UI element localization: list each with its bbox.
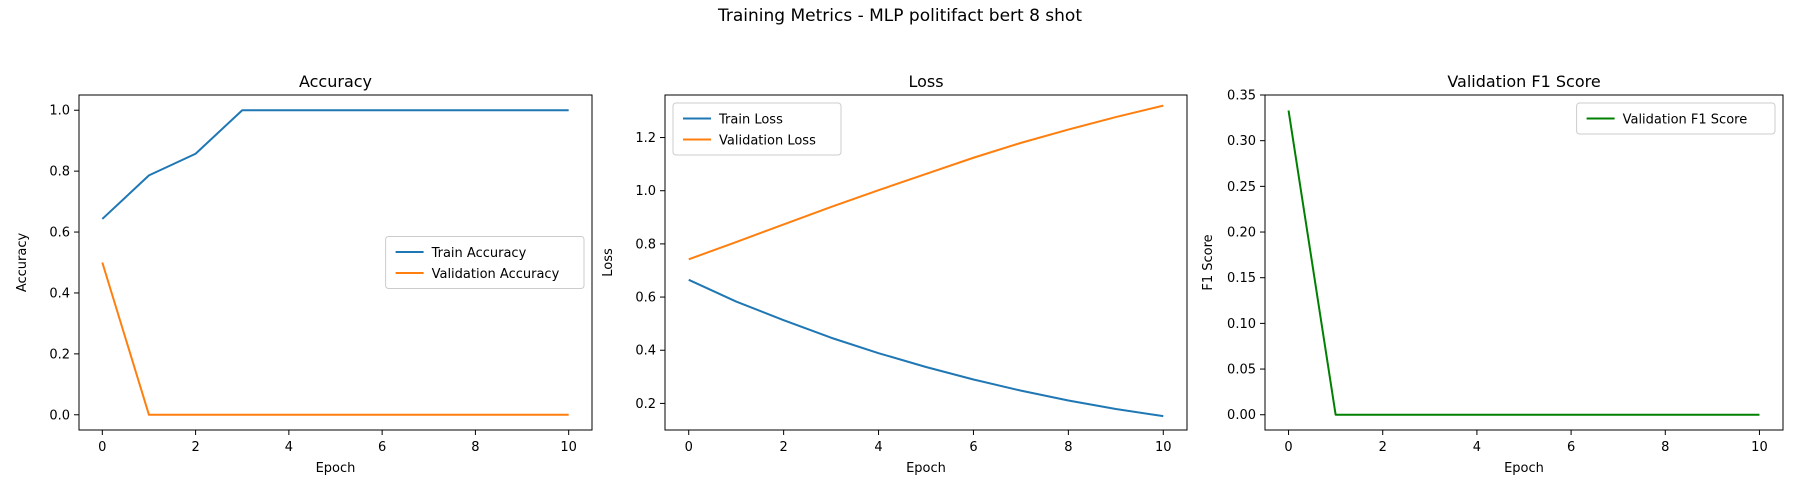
y-tick-label: 0.30 <box>1227 134 1256 149</box>
legend-box <box>1576 102 1776 135</box>
legend: Train Accuracy Validation Accuracy <box>385 236 585 289</box>
plot-frame <box>78 94 593 431</box>
subplot-title: Accuracy <box>299 72 372 91</box>
x-axis-label: Epoch <box>316 461 356 476</box>
x-tick-label: 6 <box>1567 440 1575 455</box>
x-axis-label: Epoch <box>1504 461 1544 476</box>
y-tick-label: 0.15 <box>1227 271 1256 286</box>
legend-box <box>385 236 585 289</box>
x-tick-label: 4 <box>285 440 293 455</box>
x-tick-label: 0 <box>1284 440 1292 455</box>
x-tick-label: 6 <box>969 440 977 455</box>
y-tick-label: 1.0 <box>49 104 70 119</box>
series-line-train-loss <box>688 278 1164 418</box>
legend-box <box>672 102 842 156</box>
y-tick-label: 0.25 <box>1227 180 1256 195</box>
x-tick-label: 6 <box>378 440 386 455</box>
x-tick-label: 2 <box>779 440 787 455</box>
x-tick-label: 0 <box>685 440 693 455</box>
y-axis-label: Loss <box>601 248 616 277</box>
x-axis-label: Epoch <box>906 461 946 476</box>
series-line-validation-loss <box>688 104 1164 261</box>
panel-2: 0 2 4 6 8 10 0.2 0.4 0.6 0.8 1.0 1.2 Loss Epoch Loss Tr… <box>601 72 1188 476</box>
legend: Train Loss Validation Loss <box>672 102 842 156</box>
y-tick-label: 0.10 <box>1227 317 1256 332</box>
x-tick-label: 10 <box>560 440 577 455</box>
legend-label: Validation Accuracy <box>432 267 560 282</box>
x-tick-label: 0 <box>98 440 106 455</box>
y-tick-label: 1.0 <box>635 184 656 199</box>
y-tick-label: 0.00 <box>1227 408 1256 423</box>
subplot-title: Validation F1 Score <box>1447 72 1600 91</box>
x-tick-label: 4 <box>1473 440 1481 455</box>
x-tick-label: 4 <box>874 440 882 455</box>
legend: Validation F1 Score <box>1576 102 1776 135</box>
y-tick-label: 0.8 <box>635 237 656 252</box>
y-tick-label: 0.20 <box>1227 226 1256 241</box>
y-tick-label: 0.35 <box>1227 89 1256 104</box>
series-line-train-accuracy <box>101 109 569 220</box>
x-tick-label: 8 <box>1661 440 1669 455</box>
y-tick-label: 0.2 <box>635 397 656 412</box>
y-tick-label: 0.4 <box>49 286 70 301</box>
panel-3: 0 2 4 6 8 10 0.00 0.05 0.10 0.15 0.20 0.25 0.30 0.35 V… <box>1201 72 1784 476</box>
x-tick-label: 2 <box>1379 440 1387 455</box>
legend-label: Train Accuracy <box>431 246 527 261</box>
y-tick-label: 0.4 <box>635 344 656 359</box>
subplot-title: Loss <box>908 72 943 91</box>
y-axis-label: Accuracy <box>15 233 30 293</box>
y-tick-label: 0.8 <box>49 165 70 180</box>
y-axis-label: F1 Score <box>1201 234 1216 290</box>
plot-frame <box>1264 94 1784 431</box>
series-line-validation-accuracy <box>101 262 569 416</box>
x-tick-label: 10 <box>1155 440 1172 455</box>
x-tick-label: 10 <box>1751 440 1768 455</box>
plot-frame <box>664 94 1188 431</box>
x-tick-label: 8 <box>471 440 479 455</box>
panel-1: 0 2 4 6 8 10 0.0 0.2 0.4 0.6 0.8 1.0 Accuracy Epoch Ac… <box>15 72 593 476</box>
figure-title: Training Metrics - MLP politifact bert 8… <box>718 6 1082 26</box>
legend-label: Train Loss <box>718 113 783 128</box>
y-tick-label: 1.2 <box>635 131 656 146</box>
legend-label: Validation F1 Score <box>1623 113 1748 128</box>
y-tick-label: 0.05 <box>1227 363 1256 378</box>
y-tick-label: 0.6 <box>49 226 70 241</box>
series-line-validation-f1-score <box>1287 110 1760 416</box>
y-tick-label: 0.0 <box>49 408 70 423</box>
x-tick-label: 8 <box>1064 440 1072 455</box>
y-tick-label: 0.6 <box>635 291 656 306</box>
x-tick-label: 2 <box>191 440 199 455</box>
legend-label: Validation Loss <box>719 134 816 149</box>
y-tick-label: 0.2 <box>49 347 70 362</box>
